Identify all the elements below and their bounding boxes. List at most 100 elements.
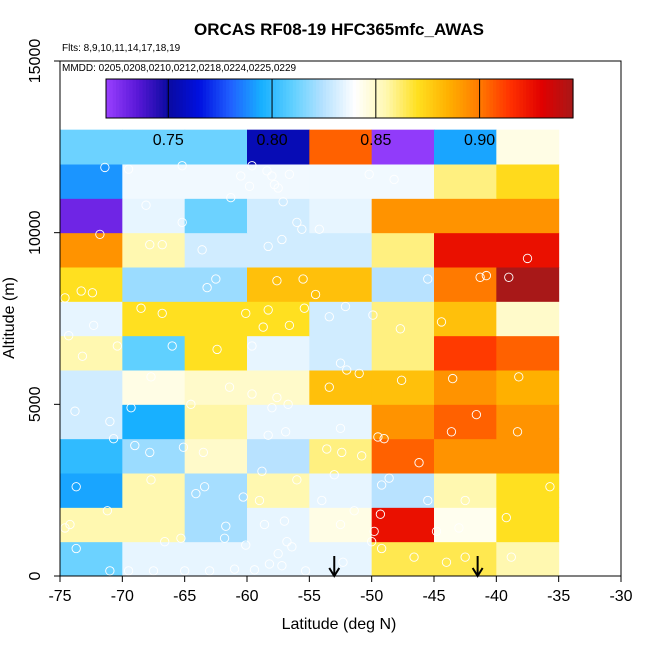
sample-point xyxy=(357,451,367,461)
sample-point xyxy=(244,181,255,191)
heatmap-cell xyxy=(122,507,186,543)
colorbar-segment xyxy=(379,79,384,118)
sample-point xyxy=(123,566,134,576)
sample-point xyxy=(167,341,177,351)
heatmap-cell xyxy=(434,438,497,474)
sample-point xyxy=(157,308,167,318)
sample-point xyxy=(199,482,210,492)
sample-point xyxy=(65,519,75,530)
sample-point xyxy=(375,509,386,519)
heatmap-cell xyxy=(60,541,123,577)
heatmap-cell xyxy=(184,507,248,543)
colorbar-segment xyxy=(476,79,481,118)
sample-point xyxy=(157,240,167,250)
sample-point xyxy=(448,373,458,384)
colorbar-segment xyxy=(409,79,414,118)
sample-points-layer xyxy=(60,161,555,576)
sample-point xyxy=(87,288,98,298)
colorbar-segment xyxy=(469,79,474,118)
colorbar-segment xyxy=(369,79,374,118)
heatmap-cell xyxy=(122,232,186,268)
heatmap-cell xyxy=(122,438,186,474)
flights-note: Flts: 8,9,10,11,14,17,18,19 xyxy=(62,43,181,54)
sample-point xyxy=(277,561,287,571)
colorbar-segment xyxy=(179,79,184,118)
sample-point xyxy=(108,434,119,444)
heatmap-cell xyxy=(60,232,123,268)
sample-point xyxy=(284,169,295,179)
sample-point xyxy=(247,161,257,171)
heatmap-cell xyxy=(309,473,373,508)
heatmap-cell xyxy=(434,370,497,405)
sample-point xyxy=(263,305,273,315)
sample-point xyxy=(160,537,170,547)
colorbar-segment xyxy=(186,79,190,118)
colorbar-segment xyxy=(349,79,354,118)
sample-point xyxy=(446,427,457,437)
colorbar-segment xyxy=(216,79,221,118)
heatmap-cell xyxy=(122,164,186,199)
sample-point xyxy=(460,495,470,506)
colorbar-segment xyxy=(522,79,527,118)
heatmap-cell xyxy=(371,164,435,199)
heatmap-cell xyxy=(371,541,435,577)
colorbar-segment xyxy=(416,79,421,118)
sample-point xyxy=(475,272,485,282)
heatmap-cell xyxy=(60,129,123,165)
colorbar-segment xyxy=(399,79,404,118)
colorbar-segment xyxy=(472,79,477,118)
colorbar-segment xyxy=(489,79,494,118)
colorbar-segment xyxy=(442,79,447,118)
colorbar-segment xyxy=(269,79,274,118)
colorbar-segment xyxy=(119,79,124,118)
colorbar-tick-label: 0.75 xyxy=(153,132,184,149)
colorbar-segment xyxy=(256,79,261,118)
colorbar-segment xyxy=(479,79,484,118)
sample-point xyxy=(481,270,492,281)
sample-point xyxy=(202,282,212,293)
colorbar-segment xyxy=(482,79,487,118)
colorbar-segment xyxy=(222,79,227,118)
colorbar-segment xyxy=(532,79,537,118)
colorbar-segment xyxy=(232,79,237,118)
colorbar-segment xyxy=(296,79,301,118)
heatmap-cell xyxy=(434,404,497,440)
x-tick-label: -35 xyxy=(547,588,570,605)
heatmap-cell xyxy=(247,198,310,234)
colorbar-segment xyxy=(292,79,297,118)
sample-point xyxy=(136,303,146,313)
colorbar-segment xyxy=(509,79,514,118)
sample-point xyxy=(414,458,424,468)
heatmap-cell xyxy=(309,404,373,440)
colorbar-segment xyxy=(429,79,434,118)
colorbar-segment xyxy=(426,79,431,118)
colorbar-segment xyxy=(259,79,264,118)
heatmap-cell xyxy=(434,473,497,508)
sample-point xyxy=(501,512,511,523)
colorbar-segment xyxy=(189,79,194,118)
colorbar-segment xyxy=(312,79,317,118)
sample-point xyxy=(177,217,187,228)
sample-point xyxy=(71,482,81,492)
heatmap-cell xyxy=(309,129,373,165)
colorbar-segment xyxy=(182,79,187,118)
sample-point xyxy=(238,492,248,502)
colorbar-segment xyxy=(499,79,504,118)
colorbar-segment xyxy=(459,79,464,118)
sample-point xyxy=(146,475,156,485)
sample-point xyxy=(280,427,291,437)
sample-point xyxy=(141,200,151,210)
sample-point xyxy=(278,197,288,207)
heatmap-cell xyxy=(247,404,310,440)
colorbar-segment xyxy=(366,79,371,118)
colorbar-segment xyxy=(462,79,467,118)
colorbar-segment xyxy=(139,79,144,118)
heatmap-cell xyxy=(309,232,373,268)
colorbar-segment xyxy=(536,79,541,118)
sample-point xyxy=(423,495,433,506)
heatmap-cell xyxy=(60,198,123,234)
colorbar-segment xyxy=(319,79,324,118)
colorbar-segment xyxy=(376,79,381,118)
colorbar-segment xyxy=(122,79,127,118)
